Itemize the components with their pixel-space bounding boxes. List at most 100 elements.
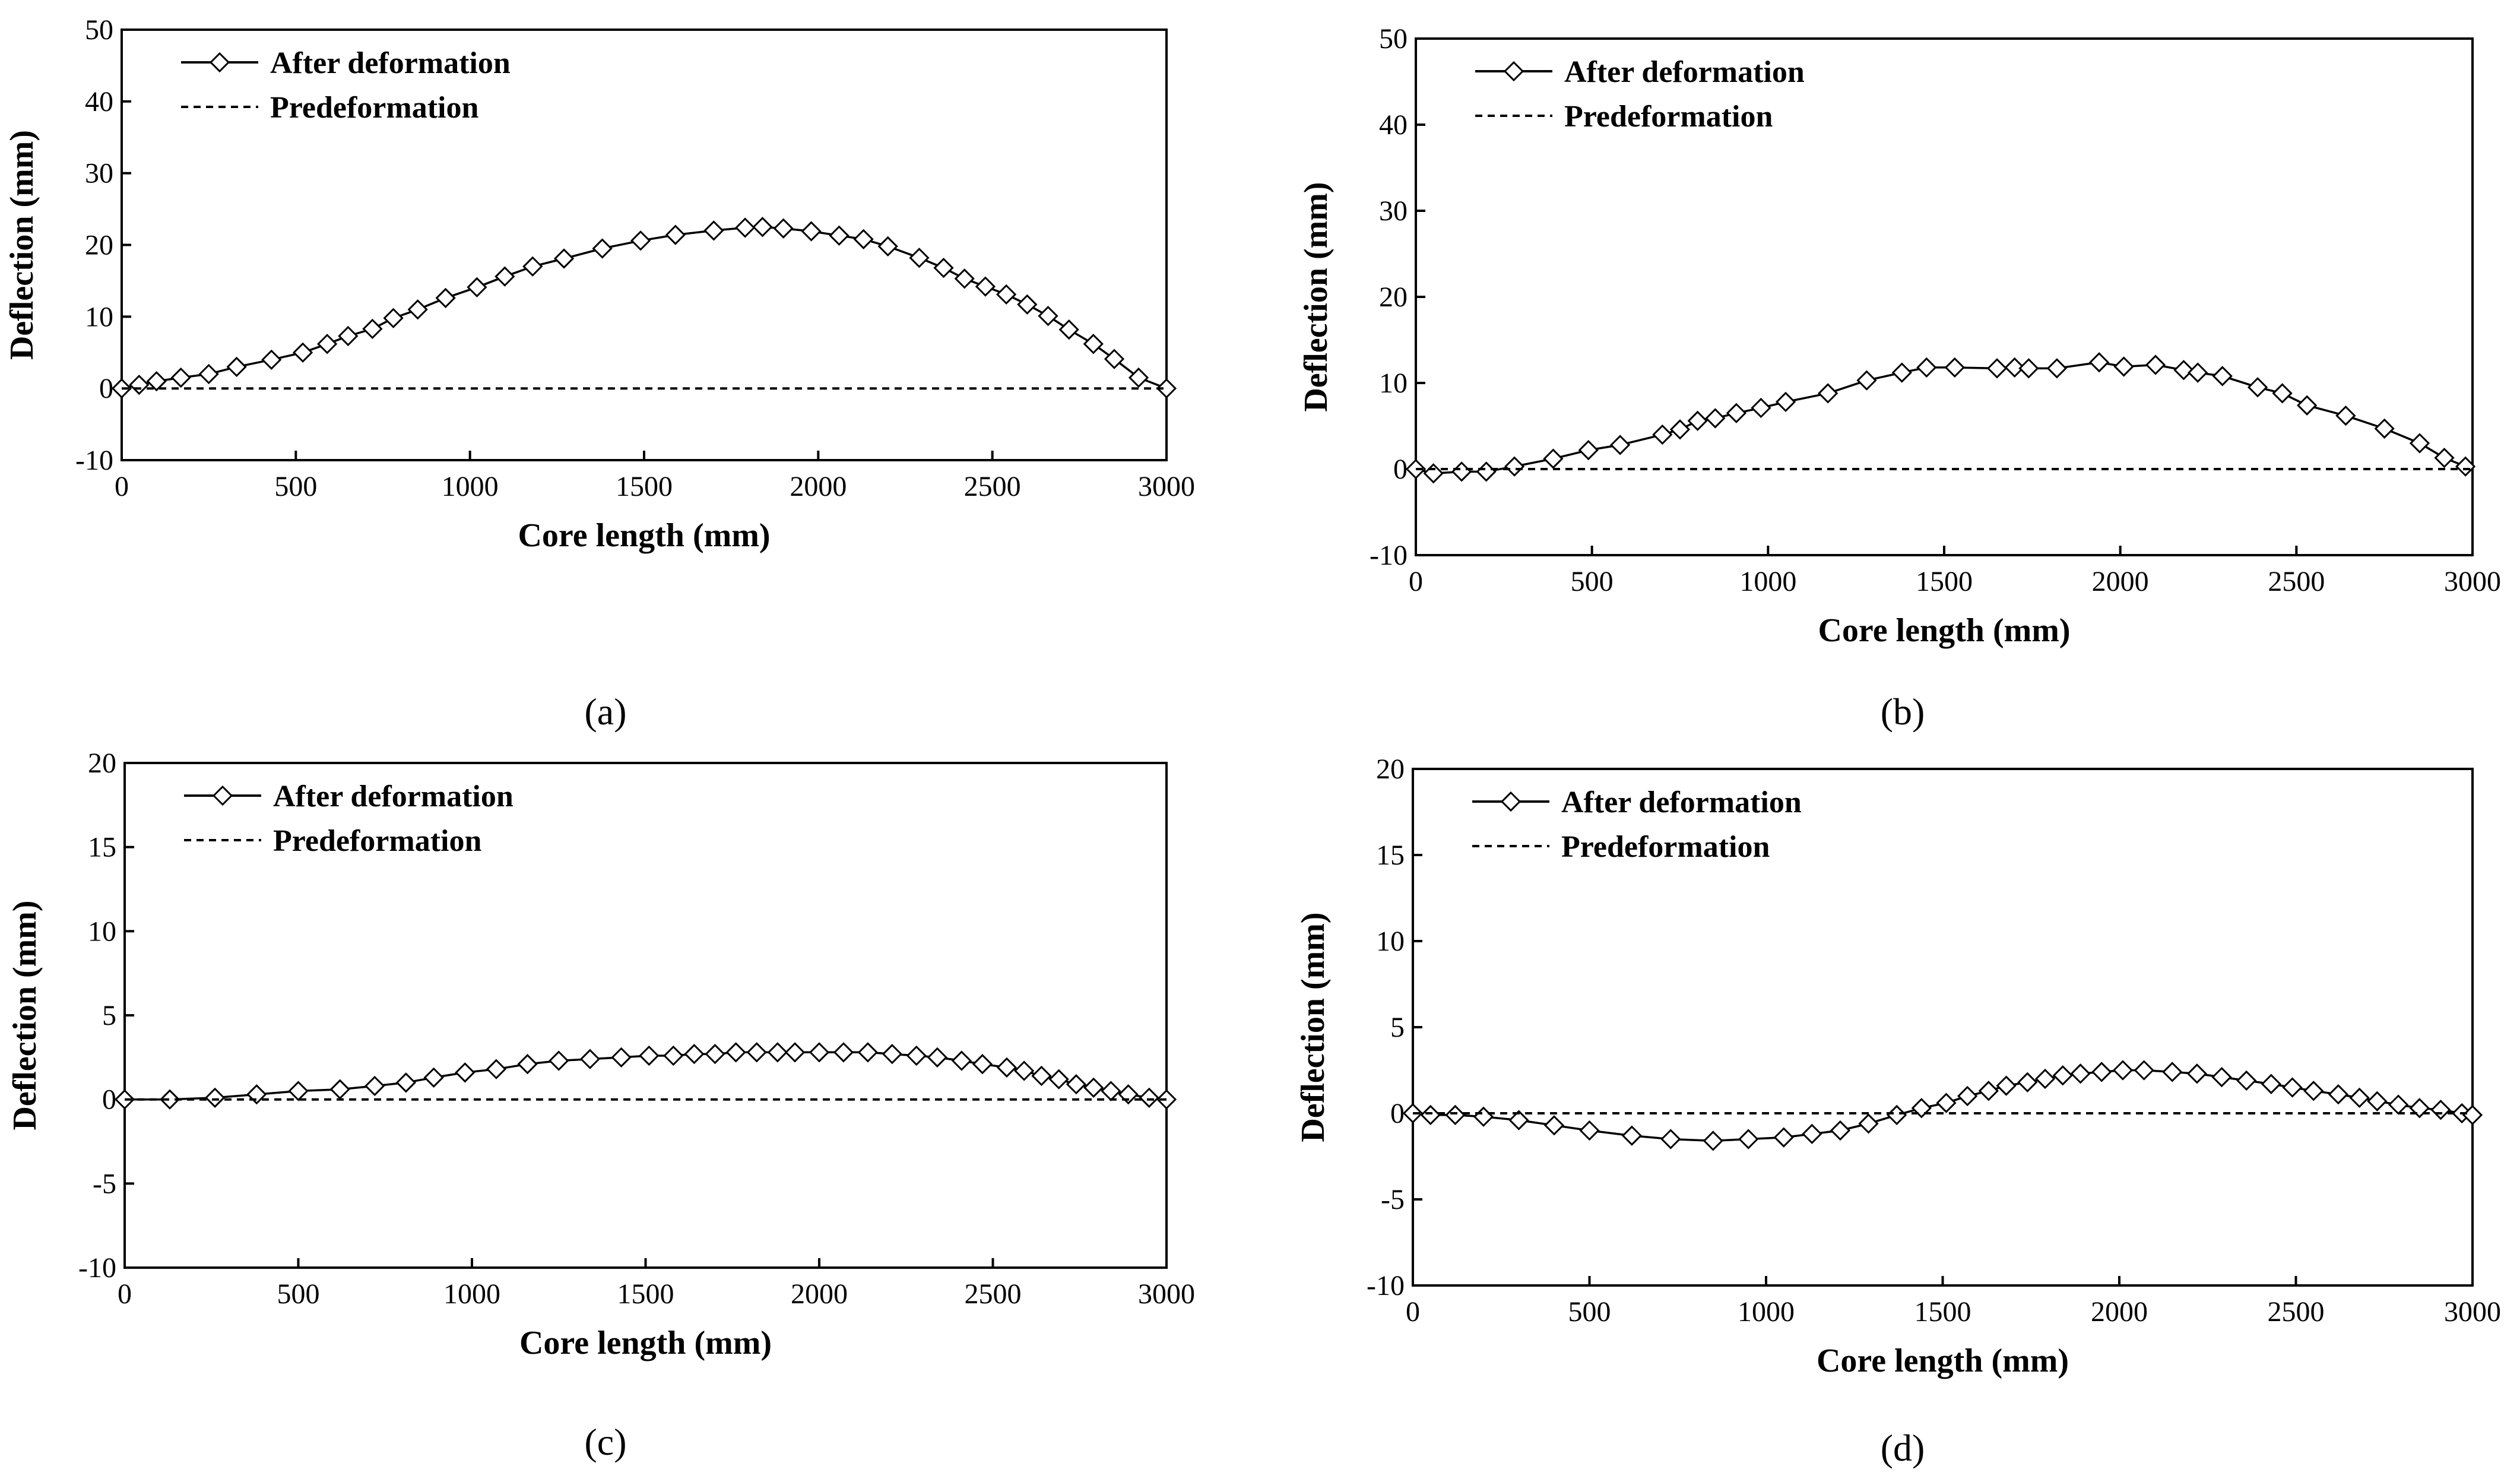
panel-label: (c) <box>584 1421 626 1463</box>
data-point-marker <box>579 1049 601 1069</box>
y-tick-label: 15 <box>1376 840 1405 871</box>
x-tick-label: 2000 <box>2091 1296 2148 1328</box>
chart-panel-d: 0 500 1000 1500 2000 2500 3000 -10 -5 0 5 10 15 20 Cor… <box>1295 753 2501 1469</box>
panel-label: (d) <box>1881 1427 1925 1469</box>
data-point-marker <box>383 308 404 328</box>
data-point-marker <box>630 230 651 251</box>
data-point-marker <box>1118 1084 1139 1105</box>
data-point-marker <box>1687 410 1708 431</box>
legend-label-after: After deformation <box>1564 55 1805 89</box>
data-point-marker <box>1578 439 1599 461</box>
data-point-marker <box>882 1044 902 1065</box>
data-point-marker <box>2113 356 2134 377</box>
y-tick-label: 0 <box>1393 454 1408 485</box>
data-point-marker <box>1802 1123 1822 1144</box>
x-tick-label: 2500 <box>965 1278 1022 1310</box>
data-point-marker <box>246 1084 267 1105</box>
data-point-marker <box>1104 349 1125 369</box>
data-point-marker <box>522 256 543 277</box>
x-tick-label: 500 <box>277 1278 320 1310</box>
data-point-marker <box>909 248 930 268</box>
data-point-marker <box>1031 1065 1052 1087</box>
x-tick-label: 2000 <box>2092 566 2149 597</box>
data-point-marker <box>2272 383 2293 404</box>
x-tick-label: 3000 <box>1138 471 1195 502</box>
data-point-marker <box>261 349 282 370</box>
data-point-marker <box>2303 1081 2324 1101</box>
data-point-marker <box>1957 1085 1978 1107</box>
panel-label: (b) <box>1881 691 1925 733</box>
data-point-marker <box>1996 1075 2017 1096</box>
data-point-marker <box>2247 377 2268 398</box>
data-point-marker <box>1726 403 1747 423</box>
legend-diamond-marker <box>209 52 230 73</box>
data-point-marker <box>1738 1129 1759 1150</box>
y-tick-label: 0 <box>99 373 113 404</box>
data-point-marker <box>665 224 686 245</box>
legend-diamond-marker <box>212 785 233 806</box>
x-tick-label: 500 <box>1571 566 1614 597</box>
data-point-marker <box>735 217 756 238</box>
chart-panel-b: 0 500 1000 1500 2000 2500 3000-1001020304050Co… <box>1298 23 2501 733</box>
chart-panel-a: 0 500 1000 1500 2000 2500 3000-1001020304050Co… <box>4 14 1195 733</box>
y-axis-title: Deflection (mm) <box>7 900 43 1130</box>
x-axis-title: Core length (mm) <box>1818 612 2070 649</box>
y-tick-label: 30 <box>1379 195 1408 227</box>
y-axis-title: Deflection (mm) <box>1298 182 1335 411</box>
data-point-marker <box>1445 1104 1466 1126</box>
legend-label-after: After deformation <box>273 780 513 813</box>
data-point-marker <box>2046 358 2067 379</box>
data-point-marker <box>1048 1069 1069 1090</box>
x-tick-label: 1500 <box>616 471 673 502</box>
data-point-marker <box>2091 1062 2112 1082</box>
data-point-marker <box>684 1044 705 1065</box>
x-axis-title: Core length (mm) <box>518 517 770 554</box>
legend-label-after: After deformation <box>1561 786 1802 819</box>
legend-label-pre: Predeformation <box>1561 830 1770 864</box>
y-tick-label: 5 <box>1390 1012 1405 1043</box>
data-point-marker <box>2236 1070 2257 1091</box>
data-point-marker <box>1014 1060 1035 1081</box>
data-point-marker <box>1508 1110 1529 1130</box>
data-point-marker <box>2186 1063 2208 1084</box>
data-point-marker <box>1610 435 1631 455</box>
legend-diamond-marker <box>1500 791 1521 812</box>
legend-label-pre: Predeformation <box>270 91 478 125</box>
data-point-marker <box>2018 358 2039 379</box>
y-tick-label: 10 <box>1376 926 1405 957</box>
data-point-marker <box>467 277 487 297</box>
data-point-marker <box>549 1050 569 1071</box>
y-tick-label: 10 <box>85 301 113 332</box>
data-point-marker <box>773 218 794 239</box>
data-point-marker <box>364 1075 385 1097</box>
x-axis-title: Core length (mm) <box>519 1325 772 1361</box>
data-point-marker <box>2261 1074 2281 1094</box>
y-tick-label: 20 <box>85 230 113 261</box>
data-point-marker <box>1856 370 1877 391</box>
x-tick-label: 1000 <box>442 471 499 502</box>
data-point-marker <box>752 217 773 238</box>
data-point-marker <box>2188 362 2208 383</box>
data-point-marker <box>1858 1113 1879 1134</box>
y-tick-label: -10 <box>75 445 113 476</box>
data-point-marker <box>933 258 954 278</box>
data-point-marker <box>292 342 313 363</box>
data-point-marker <box>1916 357 1937 378</box>
data-point-marker <box>1751 397 1771 419</box>
x-tick-label: 3000 <box>1138 1278 1195 1310</box>
legend-label-after: After deformation <box>270 46 511 80</box>
data-point-marker <box>129 375 150 395</box>
data-point-marker <box>1830 1120 1851 1141</box>
data-point-marker <box>1579 1120 1600 1141</box>
y-tick-label: 20 <box>1376 753 1405 785</box>
data-point-marker <box>486 1059 507 1079</box>
data-point-marker <box>1083 1077 1104 1098</box>
data-point-marker <box>2297 395 2318 416</box>
y-tick-label: -5 <box>93 1168 116 1199</box>
y-tick-label: -10 <box>1370 540 1408 571</box>
y-tick-label: 30 <box>85 158 113 189</box>
data-point-marker <box>853 229 874 249</box>
y-tick-label: 10 <box>88 916 116 947</box>
data-point-marker <box>1420 1104 1441 1126</box>
data-point-marker <box>1818 383 1839 404</box>
